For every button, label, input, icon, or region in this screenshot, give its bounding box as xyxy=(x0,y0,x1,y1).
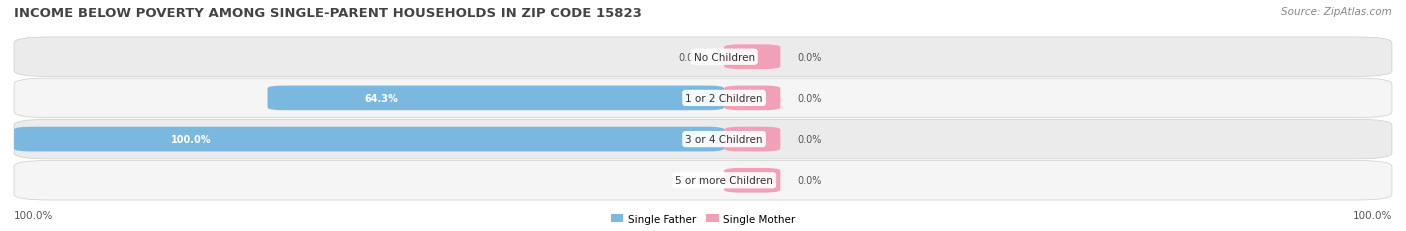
FancyBboxPatch shape xyxy=(724,45,780,70)
Text: Source: ZipAtlas.com: Source: ZipAtlas.com xyxy=(1281,7,1392,17)
FancyBboxPatch shape xyxy=(267,86,724,111)
FancyBboxPatch shape xyxy=(14,120,1392,159)
FancyBboxPatch shape xyxy=(724,168,780,193)
Text: 3 or 4 Children: 3 or 4 Children xyxy=(685,134,763,144)
Text: 0.0%: 0.0% xyxy=(679,52,703,62)
FancyBboxPatch shape xyxy=(14,79,1392,118)
FancyBboxPatch shape xyxy=(14,127,724,152)
Text: 5 or more Children: 5 or more Children xyxy=(675,176,773,185)
Text: 100.0%: 100.0% xyxy=(172,134,212,144)
Text: 0.0%: 0.0% xyxy=(679,176,703,185)
FancyBboxPatch shape xyxy=(724,127,780,152)
Legend: Single Father, Single Mother: Single Father, Single Mother xyxy=(607,210,799,228)
FancyBboxPatch shape xyxy=(14,38,1392,77)
Text: 100.0%: 100.0% xyxy=(1353,210,1392,220)
Text: No Children: No Children xyxy=(693,52,755,62)
Text: 0.0%: 0.0% xyxy=(797,176,821,185)
Text: 100.0%: 100.0% xyxy=(14,210,53,220)
Text: INCOME BELOW POVERTY AMONG SINGLE-PARENT HOUSEHOLDS IN ZIP CODE 15823: INCOME BELOW POVERTY AMONG SINGLE-PARENT… xyxy=(14,7,643,20)
Text: 0.0%: 0.0% xyxy=(797,94,821,103)
Text: 0.0%: 0.0% xyxy=(797,134,821,144)
FancyBboxPatch shape xyxy=(14,161,1392,200)
FancyBboxPatch shape xyxy=(724,86,780,111)
Text: 64.3%: 64.3% xyxy=(364,94,398,103)
Text: 1 or 2 Children: 1 or 2 Children xyxy=(685,94,763,103)
Text: 0.0%: 0.0% xyxy=(797,52,821,62)
